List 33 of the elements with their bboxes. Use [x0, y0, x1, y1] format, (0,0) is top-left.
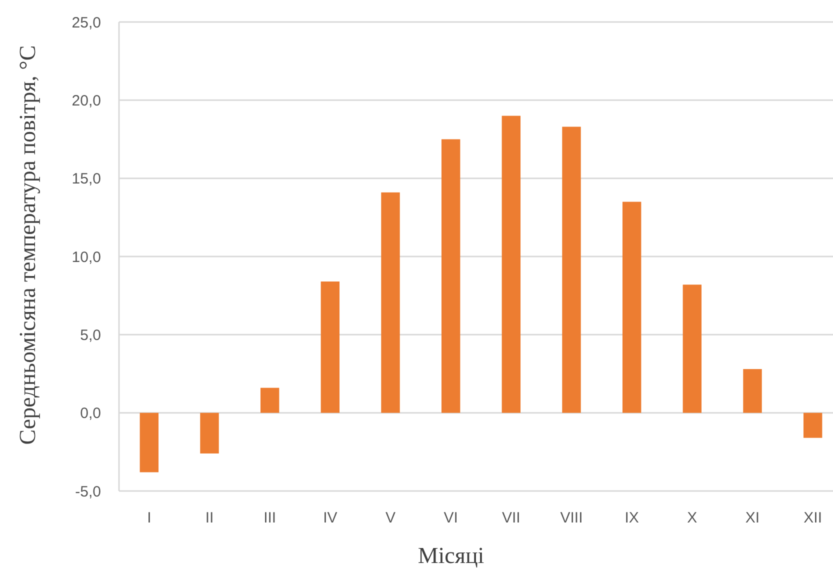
bar — [502, 116, 521, 413]
x-tick-label: IV — [323, 509, 338, 526]
y-tick-label: 15,0 — [72, 170, 101, 188]
bar — [803, 412, 822, 438]
x-tick-label: VIII — [560, 509, 583, 526]
bar — [441, 139, 460, 413]
x-tick-label: XII — [804, 509, 822, 526]
y-tick-label: 10,0 — [72, 248, 101, 266]
bar — [622, 202, 642, 413]
x-axis-title: Місяці — [418, 543, 484, 568]
x-tick-label: V — [385, 509, 396, 526]
x-tick-label: II — [205, 509, 214, 526]
bar — [260, 388, 280, 413]
bar — [562, 126, 581, 413]
y-tick-label: 5,0 — [80, 326, 101, 344]
bar — [320, 282, 340, 413]
x-tick-label: III — [264, 509, 276, 526]
y-axis-title: Середньомісяна температура повітря, °С — [15, 45, 40, 445]
x-tick-label: I — [147, 509, 152, 526]
y-tick-label: 0,0 — [80, 405, 101, 422]
bar — [381, 192, 400, 413]
bar — [140, 412, 159, 472]
x-tick-label: IX — [624, 509, 639, 526]
y-tick-label: 20,0 — [72, 92, 101, 110]
bar — [682, 284, 702, 413]
x-tick-label: X — [687, 509, 698, 526]
bar — [743, 369, 762, 413]
x-tick-label: VII — [502, 509, 520, 526]
x-tick-label: XI — [745, 509, 760, 526]
y-tick-label: 25,0 — [72, 14, 101, 32]
x-tick-label: VI — [444, 509, 458, 526]
bar — [200, 412, 219, 454]
y-tick-label: -5,0 — [75, 483, 101, 500]
